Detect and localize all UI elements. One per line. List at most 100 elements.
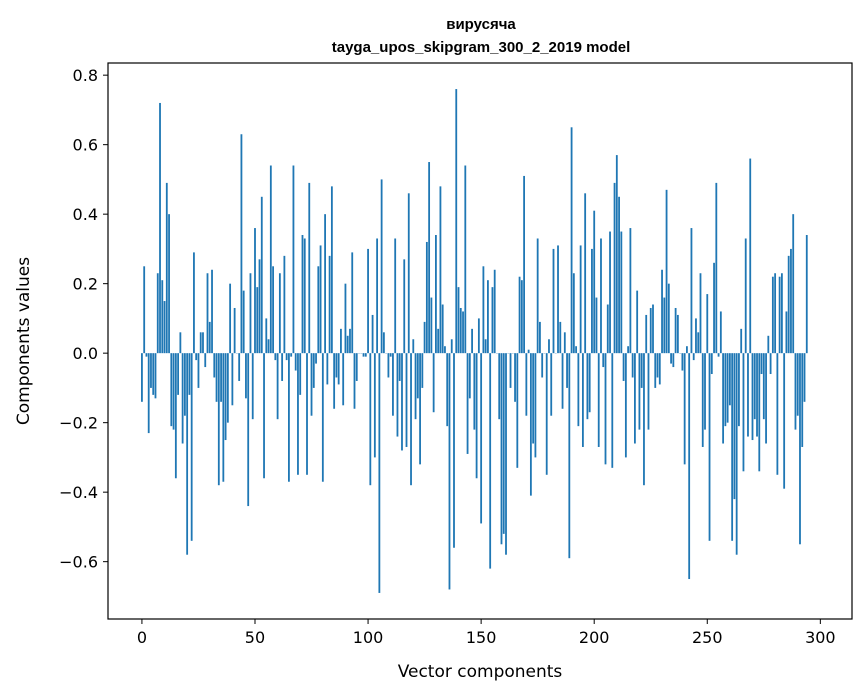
bar-152	[484, 339, 487, 354]
bar-85	[333, 353, 336, 409]
bar-181	[550, 353, 553, 416]
bar-192	[575, 346, 578, 354]
bar-98	[362, 353, 365, 357]
bar-259	[726, 353, 729, 423]
bar-172	[529, 353, 532, 496]
bar-150	[480, 353, 483, 524]
bar-50	[254, 228, 256, 354]
bar-291	[799, 353, 801, 545]
bar-16	[177, 353, 180, 395]
bar-13	[170, 353, 173, 427]
bar-232	[665, 189, 668, 354]
bar-166	[516, 353, 519, 468]
bar-246	[697, 332, 700, 354]
bar-199	[591, 248, 593, 354]
x-tick-label-4: 200	[579, 628, 610, 647]
bar-193	[577, 353, 580, 427]
bar-240	[683, 353, 686, 465]
bar-36	[222, 353, 225, 482]
bar-9	[161, 280, 164, 354]
bar-138	[453, 353, 455, 548]
bar-137	[450, 339, 453, 354]
bar-34	[217, 353, 220, 486]
bar-53	[260, 196, 263, 354]
bar-230	[661, 269, 663, 354]
bar-153	[487, 280, 489, 354]
x-tick-label-5: 250	[692, 628, 723, 647]
y-tick-label-4: 0.2	[73, 275, 98, 294]
bar-207	[609, 231, 611, 354]
bar-115	[401, 353, 403, 451]
bar-151	[482, 266, 485, 354]
bar-72	[303, 238, 306, 354]
bar-116	[403, 259, 406, 354]
bar-120	[412, 339, 415, 354]
bar-89	[342, 353, 345, 406]
bar-197	[586, 353, 589, 420]
bar-168	[520, 280, 523, 354]
bar-244	[692, 353, 695, 361]
bar-5	[152, 353, 155, 395]
bar-278	[769, 353, 772, 375]
bar-82	[326, 353, 329, 385]
bar-110	[389, 353, 392, 357]
bar-198	[588, 353, 591, 413]
bar-41	[233, 307, 236, 354]
bar-45	[242, 290, 245, 354]
bar-243	[690, 228, 693, 354]
bar-93	[351, 252, 354, 354]
bar-66	[290, 353, 293, 357]
x-axis-ticks: 0 50 100 150 200 250 300	[137, 619, 836, 647]
bar-101	[369, 353, 372, 486]
bar-258	[724, 353, 727, 427]
bar-24	[195, 353, 198, 361]
bar-86	[335, 353, 338, 378]
bar-48	[249, 273, 252, 354]
bar-266	[742, 353, 745, 472]
bar-236	[674, 307, 677, 354]
bar-52	[258, 259, 261, 354]
bar-202	[597, 353, 600, 447]
bar-49	[251, 353, 254, 420]
bar-223	[645, 314, 648, 354]
y-axis-label: Components values	[14, 257, 34, 425]
bar-136	[448, 353, 451, 590]
bar-15	[174, 353, 177, 479]
bar-121	[414, 353, 417, 420]
bar-155	[491, 287, 494, 354]
bar-12	[168, 214, 170, 354]
bar-253	[713, 262, 715, 354]
bar-11	[165, 182, 168, 354]
bar-144	[466, 353, 469, 454]
x-tick-label-2: 100	[353, 628, 384, 647]
bar-103	[373, 353, 376, 458]
bar-179	[545, 353, 548, 475]
bar-61	[278, 273, 281, 354]
bar-161	[505, 353, 507, 555]
bar-235	[672, 353, 675, 368]
x-tick-label-1: 50	[245, 628, 265, 647]
bar-239	[681, 353, 684, 371]
bar-145	[468, 353, 471, 399]
bar-270	[751, 353, 754, 441]
bar-27	[202, 332, 204, 354]
bar-154	[489, 353, 492, 569]
bar-139	[455, 89, 458, 354]
bar-32	[213, 353, 216, 378]
bar-91	[346, 335, 349, 354]
y-tick-label-6: 0.6	[73, 136, 98, 155]
bar-231	[663, 297, 666, 354]
bar-251	[708, 353, 711, 541]
bar-90	[344, 283, 347, 354]
bar-163	[509, 353, 512, 388]
bar-175	[536, 238, 539, 354]
bar-59	[274, 353, 277, 361]
bar-268	[747, 353, 749, 437]
bar-127	[428, 162, 431, 354]
bar-63	[283, 255, 286, 354]
bar-252	[710, 353, 713, 375]
bar-100	[367, 248, 369, 354]
bar-88	[340, 328, 342, 354]
bar-264	[738, 353, 740, 427]
bar-215	[627, 346, 630, 354]
